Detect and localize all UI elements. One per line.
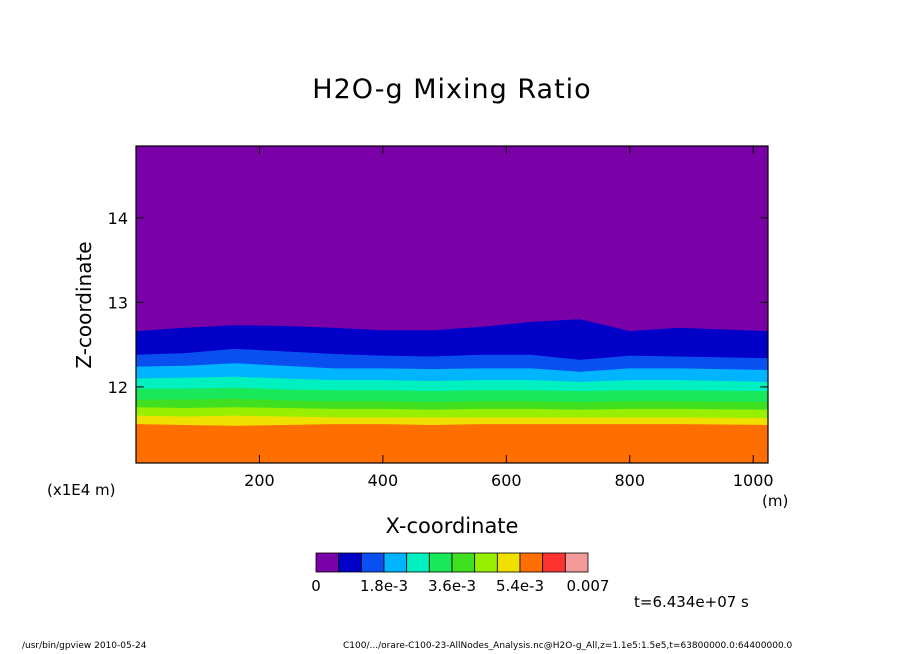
colorbar-cell: [451, 552, 476, 573]
x-tick-label: 200: [244, 471, 275, 490]
colorbar-cell: [542, 552, 566, 573]
colorbar-cell: [383, 552, 408, 573]
colorbar-cell: [338, 552, 362, 573]
colorbar-cell: [564, 552, 589, 573]
colorbar-label: 0: [311, 577, 321, 595]
x-axis: 200 400 600 800 1000: [244, 146, 774, 490]
plot-frame: [135, 145, 769, 464]
colorbar-cell: [496, 552, 521, 573]
x-tick-label: 1000: [733, 471, 774, 490]
x-tick-label: 600: [491, 471, 522, 490]
band-9: [136, 424, 768, 463]
time-annotation: t=6.434e+07 s: [634, 593, 749, 611]
colorbar-cell: [474, 552, 498, 573]
y-axis-scale-note: (x1E4 m): [47, 481, 116, 499]
y-tick-label: 13: [108, 293, 128, 312]
x-axis-label: X-coordinate: [385, 514, 519, 538]
colorbar-cell: [360, 552, 385, 573]
colorbar-label: 0.007: [567, 577, 610, 595]
y-tick-label: 12: [108, 378, 128, 397]
x-tick-label: 800: [614, 471, 645, 490]
colorbar-label: 1.8e-3: [360, 577, 408, 595]
colorbar: 0 1.8e-3 3.6e-3 5.4e-3 0.007: [311, 552, 610, 595]
y-tick-label: 14: [108, 209, 128, 228]
y-axis: 12 13 14: [108, 209, 768, 397]
colorbar-cell: [519, 552, 544, 573]
colorbar-label: 5.4e-3: [496, 577, 544, 595]
y-axis-label: Z-coordinate: [72, 241, 96, 369]
chart-title: H2O-g Mixing Ratio: [312, 74, 592, 105]
footer-data-source: C100/.../orare-C100-23-AllNodes_Analysis…: [343, 641, 793, 651]
contour-field: [136, 146, 768, 463]
x-axis-unit: (m): [762, 492, 789, 510]
colorbar-cell: [428, 552, 453, 573]
footer-program-date: /usr/bin/gpview 2010-05-24: [22, 641, 147, 651]
x-tick-label: 400: [368, 471, 399, 490]
colorbar-label: 3.6e-3: [428, 577, 476, 595]
colorbar-cell: [315, 552, 340, 573]
colorbar-cell: [406, 552, 430, 573]
